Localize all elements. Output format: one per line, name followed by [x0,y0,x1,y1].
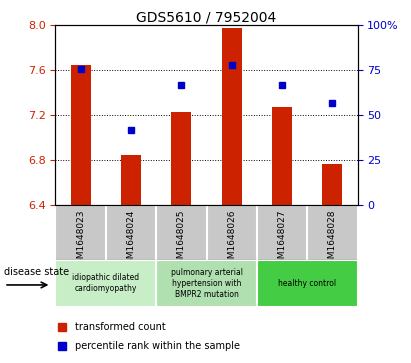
Bar [55,260,156,307]
Text: GSM1648025: GSM1648025 [177,209,186,270]
Bar [171,112,192,205]
Bar [71,65,91,205]
Bar [156,260,257,307]
Bar [121,155,141,205]
Text: GSM1648028: GSM1648028 [328,209,337,270]
Text: healthy control: healthy control [278,279,336,287]
Bar [272,107,292,205]
Text: transformed count: transformed count [75,322,166,332]
Title: GDS5610 / 7952004: GDS5610 / 7952004 [136,10,277,24]
Bar [222,28,242,205]
Text: GSM1648027: GSM1648027 [277,209,286,270]
Text: GSM1648024: GSM1648024 [127,209,136,270]
Text: disease state: disease state [4,267,69,277]
Text: idiopathic dilated
cardiomyopathy: idiopathic dilated cardiomyopathy [72,273,139,293]
Text: GSM1648026: GSM1648026 [227,209,236,270]
Text: percentile rank within the sample: percentile rank within the sample [75,341,240,351]
Bar [322,164,342,205]
Bar [257,260,358,307]
Text: pulmonary arterial
hypertension with
BMPR2 mutation: pulmonary arterial hypertension with BMP… [171,268,242,299]
Text: GSM1648023: GSM1648023 [76,209,85,270]
